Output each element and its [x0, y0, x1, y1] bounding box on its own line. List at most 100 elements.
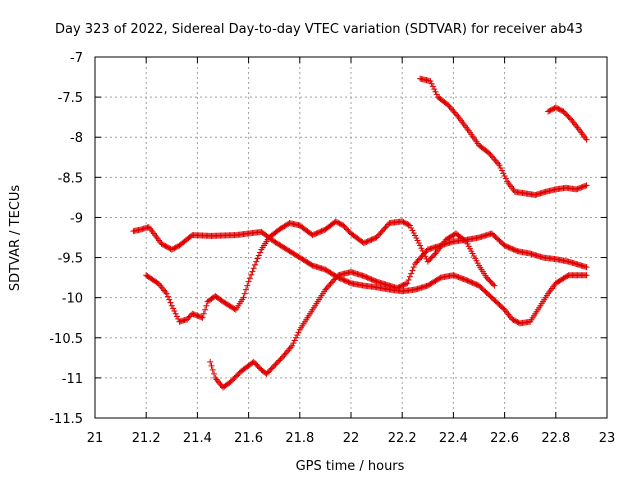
data-marker: [371, 277, 378, 284]
data-marker: [408, 270, 415, 277]
data-marker: [497, 164, 504, 171]
data-point: [583, 182, 590, 189]
data-marker: [468, 279, 475, 286]
data-marker: [500, 170, 507, 177]
data-marker: [363, 238, 370, 245]
data-marker: [313, 230, 320, 237]
data-marker: [513, 318, 520, 325]
data-marker: [484, 275, 491, 282]
data-point: [309, 232, 316, 239]
data-marker: [510, 246, 517, 253]
data-point: [340, 222, 347, 229]
data-marker: [566, 115, 573, 122]
data-point: [271, 362, 278, 369]
y-tick-label: -8: [70, 131, 83, 146]
data-marker: [332, 275, 339, 282]
data-marker: [330, 277, 337, 284]
data-marker: [316, 229, 322, 236]
data-marker: [505, 244, 512, 251]
data-marker: [417, 255, 424, 262]
data-marker: [163, 243, 170, 250]
data-marker: [582, 182, 589, 189]
data-marker: [253, 361, 260, 368]
data-marker: [193, 312, 200, 319]
data-marker: [418, 245, 425, 252]
data-marker: [167, 299, 174, 306]
data-marker: [378, 228, 385, 235]
data-marker: [414, 237, 421, 244]
data-marker: [579, 183, 586, 190]
data-marker: [328, 279, 335, 286]
data-marker: [511, 247, 518, 254]
data-marker: [275, 358, 282, 365]
data-marker: [400, 219, 407, 226]
data-marker: [364, 238, 371, 245]
x-tick-label: 21.8: [285, 431, 314, 446]
data-marker: [431, 251, 438, 258]
data-marker: [432, 88, 439, 95]
data-marker: [317, 228, 324, 235]
data-marker: [198, 314, 205, 321]
data-point: [207, 358, 214, 365]
data-point: [240, 294, 247, 301]
data-marker: [397, 283, 404, 290]
data-marker: [400, 282, 407, 289]
data-marker: [436, 275, 443, 282]
x-tick-label: 22: [343, 431, 360, 446]
data-point: [168, 246, 175, 253]
data-marker: [228, 377, 235, 384]
data-marker: [401, 219, 408, 226]
axis-ticks: [94, 56, 608, 419]
data-marker: [426, 257, 433, 264]
data-marker: [414, 258, 421, 265]
data-marker: [509, 245, 516, 252]
data-marker: [159, 241, 166, 248]
data-marker: [465, 278, 472, 285]
data-marker: [319, 227, 326, 234]
data-marker: [367, 275, 374, 282]
data-point: [253, 258, 260, 265]
data-marker: [173, 313, 180, 320]
data-marker: [364, 274, 371, 281]
data-marker: [431, 86, 438, 93]
data-marker: [405, 277, 412, 284]
data-marker: [427, 255, 434, 262]
data-point: [424, 258, 431, 265]
data-marker: [470, 280, 477, 287]
data-marker: [194, 312, 201, 319]
data-marker: [344, 278, 351, 285]
data-point: [483, 274, 490, 281]
data-point: [163, 290, 170, 297]
data-marker: [326, 282, 333, 289]
data-marker: [490, 281, 497, 288]
series-track-c: [207, 230, 590, 391]
y-tick-label: -8.5: [58, 171, 83, 186]
data-marker: [336, 220, 343, 227]
x-tick-label: 21.6: [234, 431, 263, 446]
data-marker: [557, 107, 564, 114]
data-point: [245, 278, 252, 285]
data-marker: [335, 219, 342, 226]
data-marker: [340, 276, 347, 283]
data-marker: [342, 277, 349, 284]
data-marker: [405, 221, 412, 228]
data-marker: [368, 276, 375, 283]
data-marker: [190, 311, 197, 318]
data-marker: [341, 223, 348, 230]
data-marker: [250, 265, 257, 272]
data-marker: [291, 337, 298, 344]
data-point: [501, 242, 508, 249]
data-marker: [254, 255, 261, 262]
data-point: [573, 186, 580, 193]
data-marker: [563, 111, 570, 118]
x-axis-label: GPS time / hours: [296, 459, 405, 474]
data-marker: [368, 236, 375, 243]
grid-lines: [94, 56, 608, 419]
data-marker: [344, 226, 351, 233]
data-marker: [374, 233, 381, 240]
data-marker: [362, 239, 369, 246]
data-point: [417, 242, 424, 249]
data-marker: [164, 293, 171, 300]
data-marker: [403, 280, 410, 287]
data-marker: [166, 245, 173, 252]
